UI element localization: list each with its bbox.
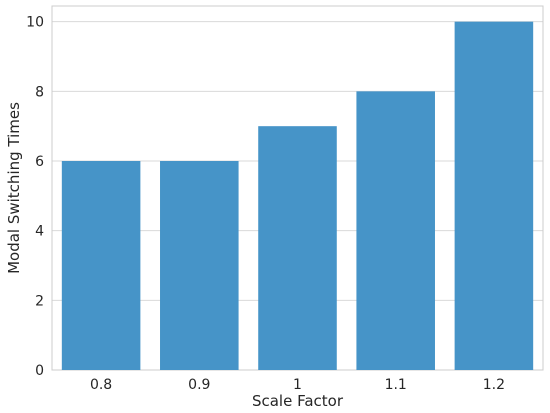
y-axis-label: Modal Switching Times (5, 102, 23, 274)
bar-1.2 (454, 21, 534, 370)
bar-1 (258, 126, 337, 371)
y-tick-labels: 0 2 4 6 8 10 (26, 15, 44, 379)
x-axis-label: Scale Factor (252, 392, 344, 410)
x-tick-label: 1.2 (483, 377, 505, 393)
bar-0.9 (160, 161, 239, 370)
y-tick-label: 6 (35, 154, 44, 170)
x-tick-label: 0.8 (90, 377, 112, 393)
x-tick-label: 0.9 (188, 377, 210, 393)
y-tick-label: 10 (26, 15, 44, 31)
bar-0.8 (61, 161, 141, 370)
y-tick-label: 2 (35, 293, 44, 309)
y-tick-label: 4 (35, 224, 44, 240)
y-tick-label: 8 (35, 84, 44, 100)
x-tick-label: 1 (293, 377, 302, 393)
y-tick-label: 0 (35, 363, 44, 379)
x-tick-label: 1.1 (385, 377, 407, 393)
bar-1.1 (356, 91, 435, 370)
x-tick-labels: 0.8 0.9 1 1.1 1.2 (90, 377, 505, 393)
bars (61, 21, 534, 371)
